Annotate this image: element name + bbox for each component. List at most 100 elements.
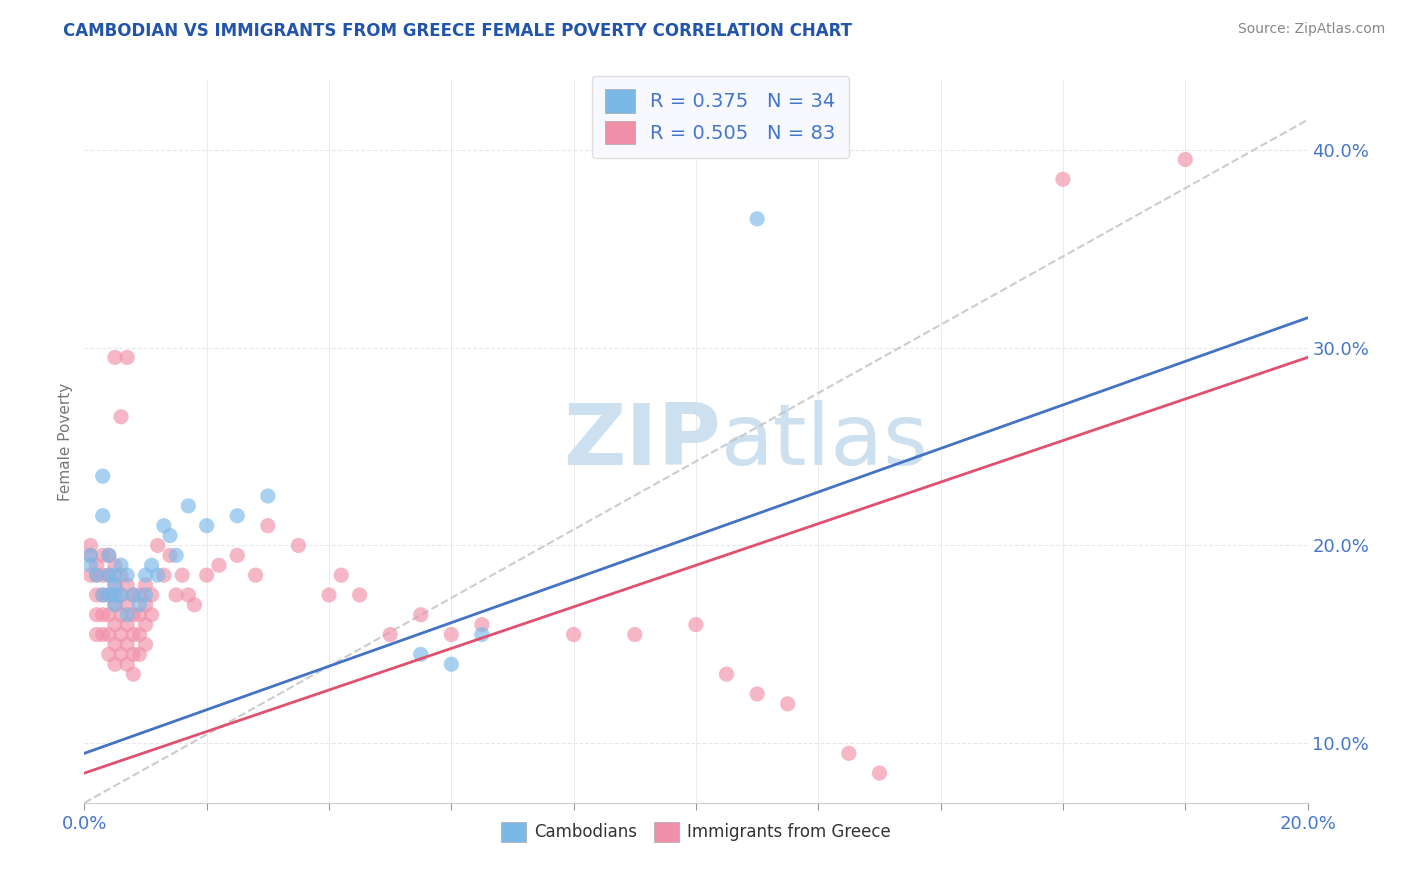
- Point: [110, 588, 132, 602]
- Legend: Cambodians, Immigrants from Greece: Cambodians, Immigrants from Greece: [495, 815, 897, 848]
- Point: [1174, 153, 1197, 167]
- Point: [226, 549, 249, 563]
- Point: [97, 568, 120, 582]
- Point: [104, 598, 127, 612]
- Point: [115, 637, 138, 651]
- Point: [562, 627, 585, 641]
- Point: [86, 627, 108, 641]
- Point: [141, 607, 163, 622]
- Point: [86, 558, 108, 573]
- Point: [440, 657, 463, 672]
- Point: [104, 351, 127, 365]
- Point: [97, 549, 120, 563]
- Point: [91, 508, 114, 523]
- Point: [122, 667, 145, 681]
- Point: [1052, 172, 1074, 186]
- Point: [409, 648, 432, 662]
- Point: [349, 588, 371, 602]
- Point: [685, 617, 707, 632]
- Point: [91, 469, 114, 483]
- Point: [747, 211, 769, 226]
- Point: [79, 549, 101, 563]
- Point: [97, 568, 120, 582]
- Point: [165, 549, 187, 563]
- Point: [115, 617, 138, 632]
- Point: [195, 518, 218, 533]
- Point: [135, 578, 157, 592]
- Point: [159, 549, 181, 563]
- Point: [86, 588, 108, 602]
- Point: [159, 528, 181, 542]
- Point: [91, 607, 114, 622]
- Point: [115, 568, 138, 582]
- Point: [115, 607, 138, 622]
- Point: [208, 558, 231, 573]
- Point: [91, 588, 114, 602]
- Point: [440, 627, 463, 641]
- Point: [776, 697, 799, 711]
- Text: Source: ZipAtlas.com: Source: ZipAtlas.com: [1237, 22, 1385, 37]
- Point: [146, 539, 169, 553]
- Point: [135, 568, 157, 582]
- Point: [135, 637, 157, 651]
- Point: [110, 568, 132, 582]
- Point: [716, 667, 738, 681]
- Text: ZIP: ZIP: [562, 400, 720, 483]
- Point: [110, 648, 132, 662]
- Point: [97, 588, 120, 602]
- Point: [141, 558, 163, 573]
- Point: [110, 607, 132, 622]
- Point: [172, 568, 194, 582]
- Point: [104, 558, 127, 573]
- Point: [122, 648, 145, 662]
- Point: [409, 607, 432, 622]
- Point: [318, 588, 340, 602]
- Point: [110, 558, 132, 573]
- Point: [86, 568, 108, 582]
- Point: [177, 588, 200, 602]
- Point: [115, 657, 138, 672]
- Point: [86, 568, 108, 582]
- Point: [91, 588, 114, 602]
- Point: [115, 598, 138, 612]
- Point: [195, 568, 218, 582]
- Point: [135, 598, 157, 612]
- Point: [86, 607, 108, 622]
- Point: [104, 617, 127, 632]
- Point: [869, 766, 891, 780]
- Point: [624, 627, 647, 641]
- Point: [110, 588, 132, 602]
- Point: [104, 588, 127, 602]
- Point: [104, 578, 127, 592]
- Point: [115, 351, 138, 365]
- Point: [79, 568, 101, 582]
- Point: [110, 627, 132, 641]
- Point: [135, 588, 157, 602]
- Point: [245, 568, 267, 582]
- Point: [110, 409, 132, 424]
- Point: [287, 539, 309, 553]
- Point: [104, 568, 127, 582]
- Point: [79, 539, 101, 553]
- Point: [153, 568, 176, 582]
- Point: [122, 627, 145, 641]
- Point: [153, 518, 176, 533]
- Point: [104, 598, 127, 612]
- Point: [226, 508, 249, 523]
- Point: [330, 568, 353, 582]
- Y-axis label: Female Poverty: Female Poverty: [58, 383, 73, 500]
- Point: [104, 637, 127, 651]
- Point: [141, 588, 163, 602]
- Point: [128, 588, 150, 602]
- Point: [177, 499, 200, 513]
- Point: [747, 687, 769, 701]
- Point: [257, 518, 280, 533]
- Point: [257, 489, 280, 503]
- Point: [79, 558, 101, 573]
- Point: [165, 588, 187, 602]
- Point: [91, 568, 114, 582]
- Point: [128, 598, 150, 612]
- Point: [128, 627, 150, 641]
- Point: [122, 607, 145, 622]
- Point: [128, 648, 150, 662]
